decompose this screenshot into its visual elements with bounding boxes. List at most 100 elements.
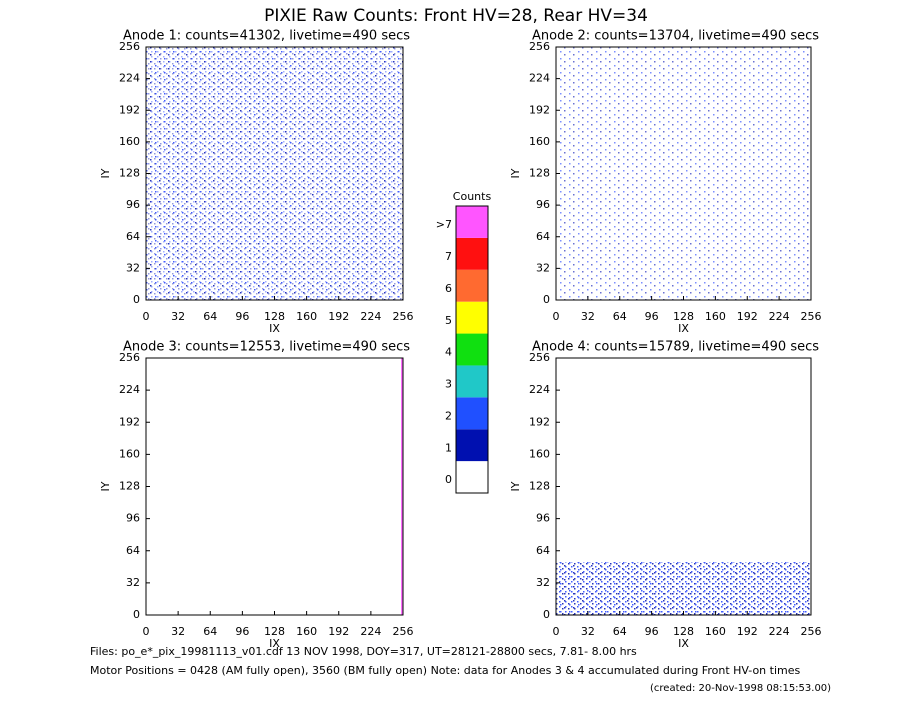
y-tick-label: 192	[529, 103, 550, 116]
colorbar-label: 3	[445, 378, 452, 391]
y-tick-label: 192	[529, 415, 550, 428]
x-tick-label: 64	[203, 625, 217, 638]
colorbar-swatch	[456, 333, 488, 366]
x-tick-label: 192	[737, 625, 758, 638]
y-tick-label: 256	[529, 40, 550, 53]
colorbar-swatch	[456, 365, 488, 398]
x-tick-label: 192	[737, 310, 758, 323]
x-axis-label: IX	[269, 637, 280, 650]
footer-line: Motor Positions = 0428 (AM fully open), …	[90, 664, 800, 677]
y-tick-label: 64	[536, 544, 550, 557]
y-tick-label: 0	[133, 608, 140, 621]
panel-title: Anode 1: counts=41302, livetime=490 secs	[123, 29, 410, 44]
x-axis-label: IX	[678, 637, 689, 650]
y-tick-label: 224	[119, 383, 140, 396]
y-tick-label: 160	[529, 447, 550, 460]
x-axis-label: IX	[269, 322, 280, 335]
footer-line: Files: po_e*_pix_19981113_v01.cdf 13 NOV…	[90, 645, 637, 658]
y-tick-label: 96	[536, 198, 550, 211]
colorbar-swatch	[456, 301, 488, 334]
y-tick-label: 64	[126, 230, 140, 243]
colorbar-frame	[455, 205, 489, 494]
x-tick-label: 96	[645, 625, 659, 638]
plot-frame	[145, 357, 404, 616]
x-tick-label: 128	[673, 310, 694, 323]
y-tick-label: 224	[529, 72, 550, 85]
y-axis-label: IY	[99, 168, 112, 178]
x-tick-label: 96	[645, 310, 659, 323]
colorbar-swatch	[456, 461, 488, 493]
y-axis-label: IY	[509, 481, 522, 491]
y-tick-label: 96	[536, 512, 550, 525]
y-tick-label: 128	[529, 480, 550, 493]
x-tick-label: 96	[235, 625, 249, 638]
x-tick-label: 160	[705, 310, 726, 323]
x-tick-label: 32	[171, 625, 185, 638]
colorbar-label: >7	[436, 218, 452, 231]
x-tick-label: 160	[705, 625, 726, 638]
colorbar-title: Counts	[453, 190, 492, 203]
x-tick-label: 128	[673, 625, 694, 638]
x-tick-label: 256	[801, 625, 822, 638]
x-tick-label: 0	[143, 310, 150, 323]
y-tick-label: 256	[119, 351, 140, 364]
x-tick-label: 256	[801, 310, 822, 323]
colorbar-label: 2	[445, 409, 452, 422]
colorbar-label: 1	[445, 441, 452, 454]
x-tick-label: 0	[553, 310, 560, 323]
y-tick-label: 128	[119, 167, 140, 180]
panel-title: Anode 4: counts=15789, livetime=490 secs	[532, 340, 819, 355]
colorbar-label: 7	[445, 250, 452, 263]
x-tick-label: 160	[296, 310, 317, 323]
y-tick-label: 160	[119, 447, 140, 460]
x-axis-label: IX	[678, 322, 689, 335]
y-tick-label: 32	[536, 261, 550, 274]
y-tick-label: 32	[536, 576, 550, 589]
colorbar-swatch	[456, 429, 488, 462]
y-tick-label: 128	[119, 480, 140, 493]
colorbar-swatch	[456, 206, 488, 238]
y-tick-label: 128	[529, 167, 550, 180]
y-tick-label: 96	[126, 512, 140, 525]
x-tick-label: 32	[581, 310, 595, 323]
x-tick-label: 224	[769, 625, 790, 638]
colorbar-swatch	[456, 269, 488, 302]
x-tick-label: 64	[203, 310, 217, 323]
x-tick-label: 32	[581, 625, 595, 638]
x-tick-label: 96	[235, 310, 249, 323]
x-tick-label: 64	[613, 310, 627, 323]
y-tick-label: 32	[126, 261, 140, 274]
y-tick-label: 256	[119, 40, 140, 53]
y-tick-label: 160	[529, 135, 550, 148]
x-tick-label: 128	[264, 625, 285, 638]
image-texture	[146, 47, 811, 615]
y-tick-label: 224	[529, 383, 550, 396]
x-tick-label: 160	[296, 625, 317, 638]
y-tick-label: 0	[133, 293, 140, 306]
x-tick-label: 192	[328, 310, 349, 323]
x-tick-label: 64	[613, 625, 627, 638]
x-tick-label: 0	[553, 625, 560, 638]
y-tick-label: 224	[119, 72, 140, 85]
y-axis-label: IY	[99, 481, 112, 491]
y-axis-label: IY	[509, 168, 522, 178]
y-tick-label: 96	[126, 198, 140, 211]
page-title: PIXIE Raw Counts: Front HV=28, Rear HV=3…	[264, 6, 648, 26]
x-tick-label: 224	[360, 625, 381, 638]
x-tick-label: 192	[328, 625, 349, 638]
panel-title: Anode 2: counts=13704, livetime=490 secs	[532, 29, 819, 44]
y-tick-label: 0	[543, 608, 550, 621]
x-tick-label: 256	[393, 310, 414, 323]
colorbar-swatch	[456, 237, 488, 270]
y-tick-label: 160	[119, 135, 140, 148]
colorbar-label: 4	[445, 346, 452, 359]
x-tick-label: 256	[393, 625, 414, 638]
footer-line: (created: 20-Nov-1998 08:15:53.00)	[650, 683, 831, 694]
x-tick-label: 128	[264, 310, 285, 323]
x-tick-label: 32	[171, 310, 185, 323]
y-tick-label: 256	[529, 351, 550, 364]
panel-title: Anode 3: counts=12553, livetime=490 secs	[123, 340, 410, 355]
colorbar-label: 5	[445, 314, 452, 327]
y-tick-label: 64	[126, 544, 140, 557]
